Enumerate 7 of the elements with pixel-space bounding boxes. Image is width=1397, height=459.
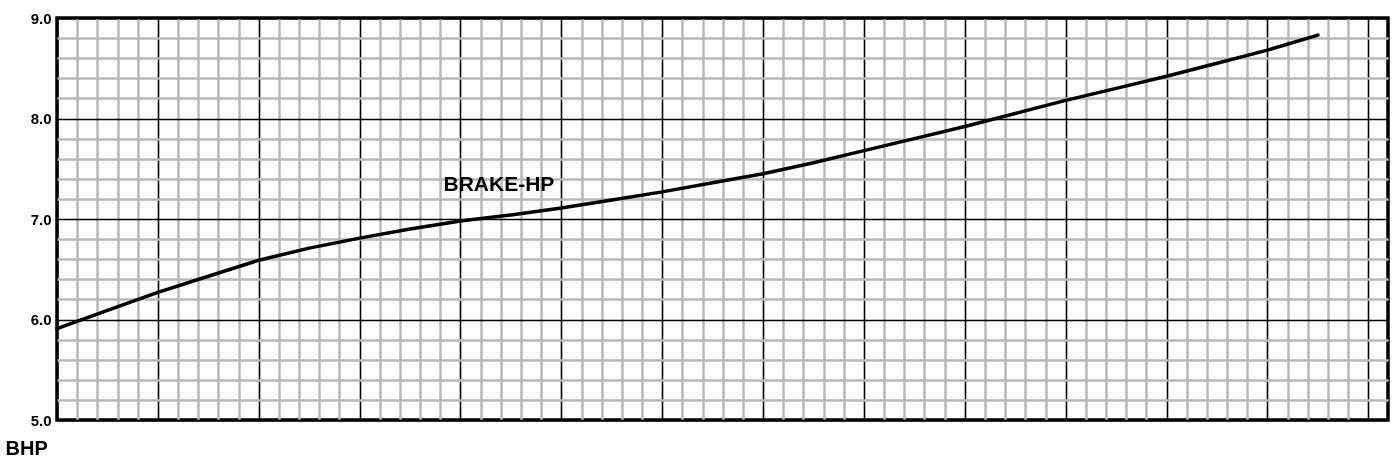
y-tick-label: 9.0 [30,9,52,27]
y-tick-label: 8.0 [30,110,52,127]
series-label: BRAKE-HP [443,171,555,195]
y-tick-label: 7.0 [30,210,52,228]
y-tick-label: 6.0 [30,311,52,328]
y-axis-title: BHP [5,436,48,459]
y-tick-label: 5.0 [30,411,52,429]
